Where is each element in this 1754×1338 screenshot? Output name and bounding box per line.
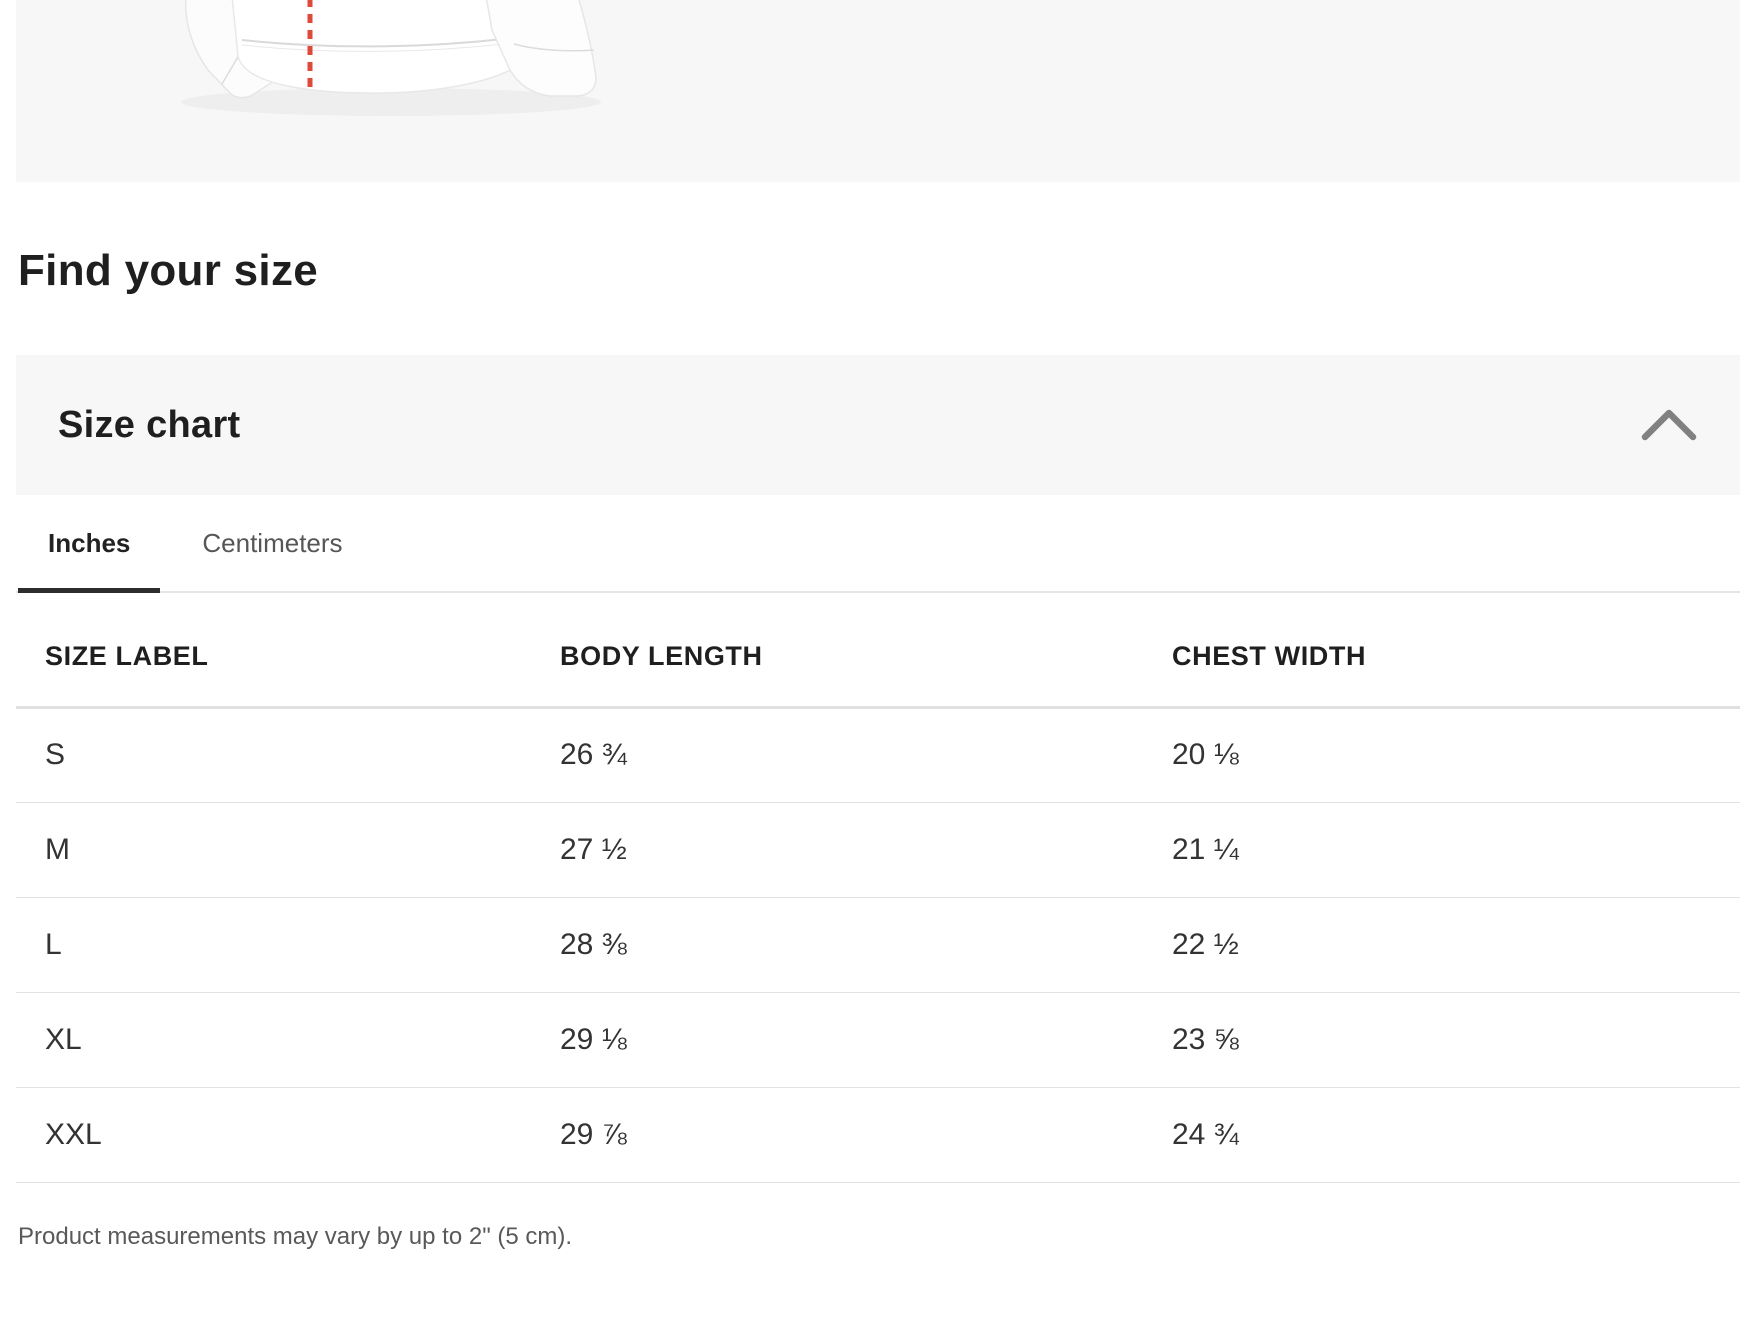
col-chest-width: CHEST WIDTH — [1143, 593, 1740, 709]
tab-centimeters[interactable]: Centimeters — [202, 527, 343, 558]
measurement-disclaimer: Product measurements may vary by up to 2… — [18, 1222, 573, 1250]
tab-inches[interactable]: Inches — [18, 495, 161, 593]
table-row: L 28 ⅜ 22 ½ — [16, 897, 1740, 993]
cell-body-length: 29 ⅞ — [531, 1087, 1143, 1183]
table-row: XXL 29 ⅞ 24 ¾ — [16, 1087, 1740, 1183]
cell-body-length: 26 ¾ — [531, 707, 1143, 803]
size-chart-title: Size chart — [58, 403, 241, 446]
cell-size: M — [16, 802, 531, 898]
chevron-up-icon — [1641, 409, 1697, 441]
cell-chest-width: 22 ½ — [1143, 897, 1740, 993]
cell-chest-width: 23 ⅝ — [1143, 992, 1740, 1088]
hem-seam — [241, 35, 529, 48]
product-image-sweatshirt — [184, 0, 597, 99]
page-title: Find your size — [18, 246, 319, 295]
size-guide-page: Find your size Size chart Inches Centime… — [16, 0, 1740, 1250]
cell-size: L — [16, 897, 531, 993]
cell-size: S — [16, 707, 531, 803]
cell-chest-width: 21 ¼ — [1143, 802, 1740, 898]
unit-tabs: Inches Centimeters — [16, 495, 1740, 593]
product-image-panel — [16, 0, 1740, 182]
right-cuff-seam — [513, 43, 595, 52]
cell-size: XL — [16, 992, 531, 1088]
size-chart-header[interactable]: Size chart — [16, 355, 1740, 495]
table-header-row: SIZE LABEL BODY LENGTH CHEST WIDTH — [16, 593, 1740, 709]
table-row: M 27 ½ 21 ¼ — [16, 802, 1740, 898]
cell-body-length: 27 ½ — [531, 802, 1143, 898]
collapse-button[interactable] — [1640, 406, 1698, 444]
cell-body-length: 29 ⅛ — [531, 992, 1143, 1088]
size-table: SIZE LABEL BODY LENGTH CHEST WIDTH S 26 … — [16, 593, 1740, 1183]
right-sleeve — [485, 0, 597, 97]
table-row: XL 29 ⅛ 23 ⅝ — [16, 992, 1740, 1088]
cell-size: XXL — [16, 1087, 531, 1183]
hem-seam-lower — [241, 40, 529, 52]
cell-chest-width: 20 ⅛ — [1143, 707, 1740, 803]
cell-body-length: 28 ⅜ — [531, 897, 1143, 993]
table-row: S 26 ¾ 20 ⅛ — [16, 707, 1740, 803]
cell-chest-width: 24 ¾ — [1143, 1087, 1740, 1183]
col-body-length: BODY LENGTH — [531, 593, 1143, 709]
col-size-label: SIZE LABEL — [16, 593, 531, 709]
